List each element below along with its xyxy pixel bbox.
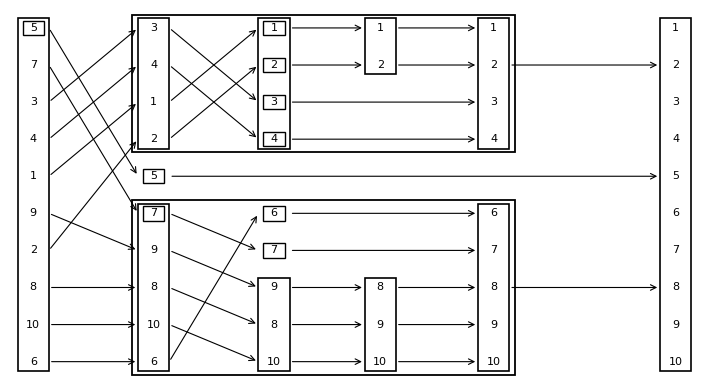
Text: 10: 10 xyxy=(26,320,41,330)
Bar xyxy=(264,243,284,257)
Text: 7: 7 xyxy=(672,245,679,256)
Text: 10: 10 xyxy=(267,357,281,367)
Bar xyxy=(18,18,49,371)
Text: 8: 8 xyxy=(30,283,37,293)
Bar xyxy=(365,18,396,74)
Text: 5: 5 xyxy=(672,171,679,181)
Text: 9: 9 xyxy=(377,320,384,330)
Text: 1: 1 xyxy=(150,97,157,107)
Text: 6: 6 xyxy=(490,208,497,219)
Text: 10: 10 xyxy=(373,357,387,367)
Text: 9: 9 xyxy=(270,283,277,293)
Text: 9: 9 xyxy=(150,245,157,256)
Text: 7: 7 xyxy=(30,60,37,70)
Text: 10: 10 xyxy=(486,357,501,367)
Text: 4: 4 xyxy=(150,60,157,70)
Text: 1: 1 xyxy=(271,23,277,33)
Text: 4: 4 xyxy=(672,134,679,144)
Text: 10: 10 xyxy=(668,357,683,367)
Bar xyxy=(660,18,691,371)
Text: 9: 9 xyxy=(30,208,37,219)
Bar xyxy=(259,18,289,149)
Text: 8: 8 xyxy=(672,283,679,293)
Text: 9: 9 xyxy=(672,320,679,330)
Text: 4: 4 xyxy=(30,134,37,144)
Text: 3: 3 xyxy=(490,97,497,107)
Bar xyxy=(264,58,284,72)
Bar xyxy=(264,21,284,35)
Text: 2: 2 xyxy=(490,60,497,70)
Text: 3: 3 xyxy=(30,97,37,107)
Text: 10: 10 xyxy=(146,320,161,330)
Text: 4: 4 xyxy=(270,134,277,144)
Text: 8: 8 xyxy=(377,283,384,293)
Bar xyxy=(143,169,164,183)
Text: 2: 2 xyxy=(270,60,277,70)
Bar xyxy=(264,132,284,146)
Text: 3: 3 xyxy=(672,97,679,107)
Text: 7: 7 xyxy=(270,245,277,256)
Text: 8: 8 xyxy=(270,320,277,330)
Bar xyxy=(264,206,284,220)
Bar xyxy=(259,278,289,371)
Text: 1: 1 xyxy=(377,23,384,33)
Text: 1: 1 xyxy=(30,171,37,181)
Text: 2: 2 xyxy=(150,134,157,144)
Bar xyxy=(365,278,396,371)
Text: 6: 6 xyxy=(30,357,37,367)
Text: 1: 1 xyxy=(672,23,679,33)
Text: 6: 6 xyxy=(271,208,277,219)
Bar xyxy=(478,18,509,149)
Text: 1: 1 xyxy=(490,23,497,33)
Text: 2: 2 xyxy=(30,245,37,256)
Bar xyxy=(23,21,44,35)
Text: 2: 2 xyxy=(377,60,384,70)
Text: 5: 5 xyxy=(150,171,157,181)
Text: 5: 5 xyxy=(30,23,37,33)
Bar xyxy=(138,18,169,149)
Text: 2: 2 xyxy=(672,60,679,70)
Text: 9: 9 xyxy=(490,320,497,330)
Text: 3: 3 xyxy=(271,97,277,107)
Text: 6: 6 xyxy=(672,208,679,219)
Text: 8: 8 xyxy=(490,283,497,293)
Bar xyxy=(132,15,515,152)
Text: 6: 6 xyxy=(150,357,157,367)
Text: 7: 7 xyxy=(150,208,157,219)
Text: 4: 4 xyxy=(490,134,497,144)
Bar xyxy=(264,95,284,109)
Text: 8: 8 xyxy=(150,283,157,293)
Bar xyxy=(132,200,515,375)
Text: 3: 3 xyxy=(150,23,157,33)
Bar xyxy=(478,204,509,371)
Bar xyxy=(138,204,169,371)
Bar xyxy=(143,206,164,220)
Text: 7: 7 xyxy=(490,245,497,256)
